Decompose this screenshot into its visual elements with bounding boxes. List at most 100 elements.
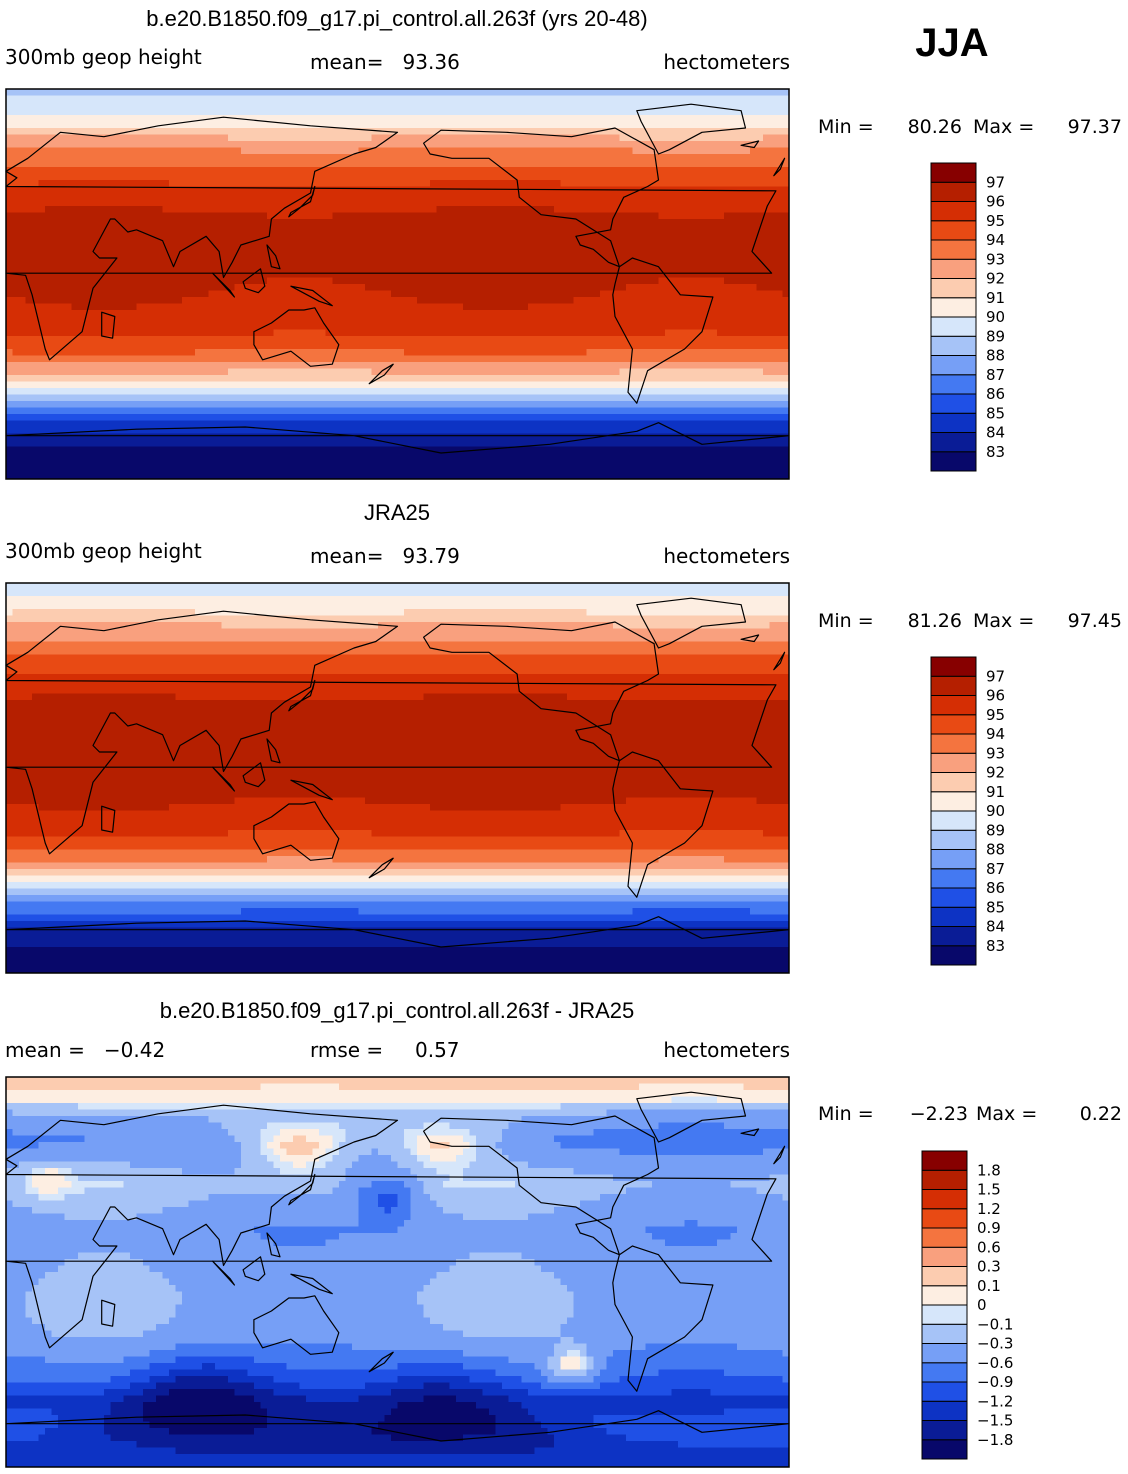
map-cell	[417, 258, 425, 266]
map-cell	[580, 212, 588, 220]
map-cell	[77, 167, 85, 175]
map-cell	[691, 173, 699, 181]
map-cell	[156, 206, 164, 214]
map-cell	[221, 323, 229, 331]
map-cell	[19, 349, 27, 357]
map-cell	[449, 108, 457, 116]
map-cell	[762, 180, 771, 188]
map-cell	[195, 303, 203, 311]
map-cell	[129, 316, 138, 324]
map-cell	[293, 141, 301, 149]
map-cell	[658, 160, 666, 168]
map-cell	[743, 290, 751, 298]
map-cell	[704, 238, 712, 246]
map-cell	[188, 160, 196, 168]
map-cell	[730, 284, 738, 292]
map-cell	[253, 128, 262, 136]
map-cell	[299, 251, 307, 259]
map-cell	[710, 323, 718, 331]
map-cell	[169, 212, 177, 220]
map-cell	[390, 232, 399, 240]
map-cell	[351, 284, 359, 292]
map-cell	[371, 336, 379, 344]
map-cell	[25, 329, 33, 337]
map-cell	[769, 186, 777, 194]
map-cell	[38, 323, 46, 331]
map-cell	[782, 290, 790, 298]
map-cell	[90, 154, 98, 162]
map-cell	[149, 232, 157, 240]
map-cell	[299, 115, 307, 123]
map-cell	[390, 206, 399, 214]
map-cell	[306, 271, 314, 279]
map-cell	[417, 199, 425, 207]
map-cell	[547, 206, 555, 214]
map-cell	[743, 206, 751, 214]
map-cell	[410, 316, 418, 324]
map-cell	[97, 193, 105, 201]
map-cell	[25, 160, 33, 168]
map-cell	[606, 89, 614, 97]
map-cell	[253, 271, 262, 279]
map-cell	[12, 199, 20, 207]
map-cell	[77, 355, 85, 363]
map-cell	[6, 251, 14, 259]
map-cell	[475, 102, 483, 110]
map-cell	[573, 349, 581, 357]
map-cell	[508, 102, 516, 110]
map-cell	[6, 336, 14, 344]
map-cell	[58, 193, 66, 201]
map-cell	[12, 342, 20, 350]
map-cell	[19, 284, 27, 292]
map-cell	[514, 290, 523, 298]
map-cell	[280, 316, 288, 324]
map-cell	[756, 128, 764, 136]
map-cell	[319, 193, 327, 201]
map-cell	[12, 115, 20, 123]
map-cell	[769, 258, 777, 266]
map-cell	[756, 316, 764, 324]
map-cell	[325, 251, 333, 259]
map-cell	[299, 219, 307, 227]
map-cell	[678, 193, 686, 201]
map-cell	[762, 271, 771, 279]
map-cell	[32, 232, 40, 240]
map-cell	[6, 95, 14, 103]
map-cell	[280, 134, 288, 142]
map-cell	[423, 160, 431, 168]
map-cell	[345, 212, 353, 220]
map-cell	[678, 115, 686, 123]
map-cell	[482, 264, 490, 272]
map-cell	[756, 167, 764, 175]
map-cell	[143, 225, 151, 233]
map-cell	[514, 199, 523, 207]
map-cell	[638, 193, 647, 201]
map-cell	[175, 284, 183, 292]
map-cell	[404, 89, 412, 97]
map-cell	[599, 303, 607, 311]
map-cell	[469, 115, 477, 123]
map-cell	[97, 297, 105, 305]
map-cell	[508, 258, 516, 266]
map-cell	[495, 349, 503, 357]
map-cell	[188, 290, 196, 298]
map-cell	[364, 199, 373, 207]
map-cell	[580, 128, 588, 136]
map-cell	[364, 232, 373, 240]
map-cell	[593, 108, 601, 116]
map-cell	[267, 108, 275, 116]
map-cell	[554, 251, 562, 259]
map-cell	[775, 310, 784, 318]
map-cell	[730, 277, 738, 285]
map-cell	[632, 310, 640, 318]
map-cell	[182, 141, 190, 149]
map-cell	[84, 115, 92, 123]
map-cell	[136, 173, 144, 181]
map-cell	[345, 329, 353, 337]
map-cell	[325, 173, 333, 181]
map-cell	[260, 199, 268, 207]
map-cell	[351, 141, 359, 149]
map-cell	[136, 89, 144, 97]
map-cell	[175, 219, 183, 227]
map-cell	[593, 206, 601, 214]
